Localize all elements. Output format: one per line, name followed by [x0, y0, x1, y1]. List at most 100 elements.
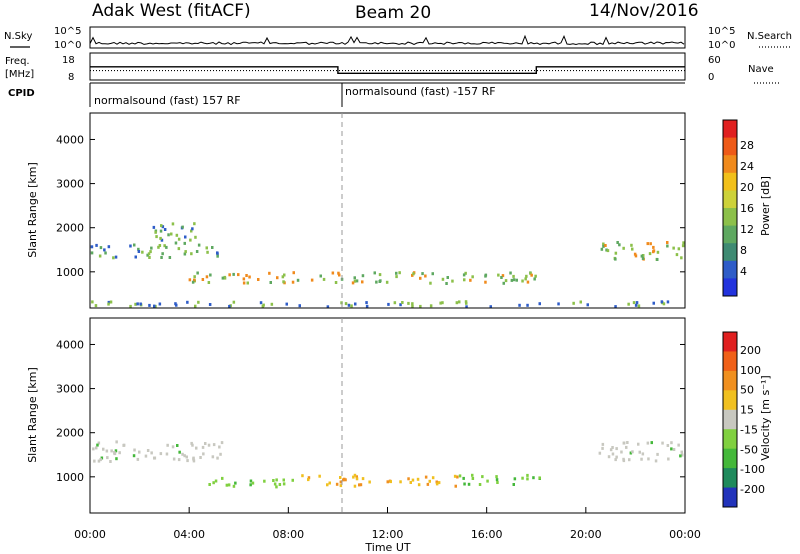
- y-tick-label: 3000: [56, 178, 84, 191]
- echo-cell: [209, 273, 212, 277]
- echo-cell: [672, 246, 675, 250]
- echo-cell: [416, 477, 420, 481]
- echo-cell: [339, 480, 343, 484]
- echo-cell: [148, 303, 151, 307]
- echo-cell: [181, 225, 184, 229]
- echo-cell: [158, 244, 162, 247]
- echo-cell: [157, 245, 160, 249]
- y-tick-label: 4000: [56, 338, 84, 351]
- echo-cell: [650, 441, 653, 445]
- echo-cell: [495, 475, 498, 479]
- echo-cell: [373, 271, 376, 275]
- echo-cell: [411, 478, 415, 482]
- echo-cell: [161, 252, 164, 256]
- echo-cell: [662, 302, 666, 306]
- echo-cell: [199, 456, 202, 459]
- echo-cell: [183, 252, 187, 256]
- colorbar-tick-label: 12: [740, 223, 754, 236]
- echo-cell: [165, 452, 169, 456]
- echo-cell: [656, 258, 659, 261]
- echo-cell: [463, 482, 466, 486]
- echo-cell: [144, 454, 148, 458]
- echo-cell: [278, 483, 282, 486]
- x-tick-label: 00:00: [74, 528, 106, 541]
- echo-cell: [339, 476, 342, 479]
- noise-sky-trace: [89, 34, 685, 46]
- echo-cell: [611, 452, 615, 456]
- echo-cell: [153, 304, 156, 308]
- echo-cell: [104, 251, 107, 255]
- echo-cell: [175, 303, 178, 307]
- echo-cell: [114, 255, 118, 259]
- echo-cell: [429, 304, 433, 308]
- echo-cell: [419, 276, 422, 280]
- echo-cell: [343, 477, 346, 481]
- echo-cell: [337, 271, 340, 275]
- echo-cell: [358, 483, 361, 487]
- echo-cell: [292, 271, 295, 275]
- echo-cell: [635, 301, 639, 305]
- echo-cell: [208, 483, 211, 486]
- echo-cell: [648, 252, 652, 256]
- noise-right-tick-top: 10^5: [708, 26, 735, 37]
- echo-cell: [193, 222, 196, 226]
- echo-cell: [281, 275, 285, 279]
- echo-cell: [99, 246, 103, 250]
- freq-label-line2: [MHz]: [5, 69, 34, 80]
- colorbar-segment: [723, 429, 737, 450]
- echo-cell: [451, 279, 454, 283]
- echo-cell: [159, 229, 163, 233]
- echo-cell: [339, 484, 343, 488]
- echo-cell: [412, 272, 415, 276]
- echo-cell: [234, 481, 237, 485]
- echo-cell: [95, 446, 98, 450]
- echo-cell: [368, 480, 371, 484]
- echo-cell: [195, 446, 198, 450]
- echo-cell: [411, 302, 414, 306]
- echo-cell: [500, 276, 503, 279]
- echo-cell: [194, 304, 197, 308]
- echo-cell: [146, 449, 150, 452]
- echo-cell: [458, 300, 461, 304]
- echo-cell: [417, 483, 421, 487]
- echo-cell: [640, 457, 643, 461]
- echo-cell: [495, 478, 499, 482]
- velocity-ylabel: Slant Range [km]: [26, 367, 39, 463]
- echo-cell: [652, 245, 655, 249]
- echo-cell: [462, 476, 465, 480]
- echo-cell: [455, 301, 459, 305]
- echo-cell: [618, 243, 621, 247]
- x-tick-label: 04:00: [173, 528, 205, 541]
- echo-cell: [175, 233, 179, 237]
- echo-cell: [268, 271, 271, 275]
- echo-cell: [395, 275, 398, 279]
- echo-cell: [168, 256, 172, 259]
- echo-cell: [208, 303, 212, 306]
- echo-cell: [232, 484, 236, 488]
- echo-cell: [627, 302, 630, 306]
- echo-cell: [601, 442, 605, 446]
- echo-cell: [214, 479, 218, 483]
- echo-cell: [98, 254, 102, 258]
- echo-cell: [572, 301, 575, 305]
- echo-cell: [501, 274, 505, 278]
- echo-cell: [660, 300, 664, 304]
- echo-cell: [133, 243, 136, 247]
- echo-cell: [229, 304, 232, 308]
- echo-cell: [171, 222, 175, 226]
- echo-cell: [105, 449, 109, 453]
- echo-cell: [446, 276, 449, 279]
- echo-cell: [385, 280, 389, 284]
- echo-cell: [112, 256, 115, 260]
- colorbar-segment: [723, 137, 737, 156]
- echo-cell: [204, 442, 207, 445]
- echo-cell: [353, 473, 357, 477]
- echo-cell: [518, 303, 521, 307]
- echo-cell: [262, 303, 265, 307]
- echo-cell: [189, 238, 192, 242]
- echo-cell: [136, 457, 140, 461]
- echo-cell: [93, 459, 96, 463]
- echo-cell: [298, 304, 301, 308]
- echo-cell: [136, 302, 139, 306]
- echo-cell: [97, 441, 101, 445]
